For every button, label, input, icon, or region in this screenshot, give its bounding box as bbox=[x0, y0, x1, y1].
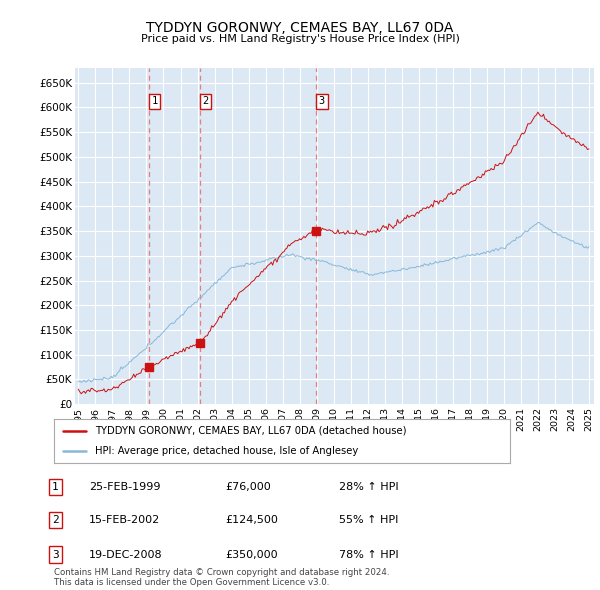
Text: £76,000: £76,000 bbox=[225, 482, 271, 491]
Text: 2: 2 bbox=[52, 516, 59, 525]
Text: 78% ↑ HPI: 78% ↑ HPI bbox=[339, 550, 398, 559]
Text: TYDDYN GORONWY, CEMAES BAY, LL67 0DA: TYDDYN GORONWY, CEMAES BAY, LL67 0DA bbox=[146, 21, 454, 35]
Text: 2: 2 bbox=[202, 96, 208, 106]
Text: 3: 3 bbox=[319, 96, 325, 106]
Text: £124,500: £124,500 bbox=[225, 516, 278, 525]
Text: 3: 3 bbox=[52, 550, 59, 559]
Text: HPI: Average price, detached house, Isle of Anglesey: HPI: Average price, detached house, Isle… bbox=[95, 446, 358, 456]
Text: £350,000: £350,000 bbox=[225, 550, 278, 559]
Text: Contains HM Land Registry data © Crown copyright and database right 2024.
This d: Contains HM Land Registry data © Crown c… bbox=[54, 568, 389, 587]
Text: Price paid vs. HM Land Registry's House Price Index (HPI): Price paid vs. HM Land Registry's House … bbox=[140, 34, 460, 44]
Text: TYDDYN GORONWY, CEMAES BAY, LL67 0DA (detached house): TYDDYN GORONWY, CEMAES BAY, LL67 0DA (de… bbox=[95, 426, 407, 436]
Text: 1: 1 bbox=[52, 482, 59, 491]
Text: 28% ↑ HPI: 28% ↑ HPI bbox=[339, 482, 398, 491]
Text: 1: 1 bbox=[152, 96, 158, 106]
Text: 15-FEB-2002: 15-FEB-2002 bbox=[89, 516, 160, 525]
Text: 25-FEB-1999: 25-FEB-1999 bbox=[89, 482, 160, 491]
Text: 19-DEC-2008: 19-DEC-2008 bbox=[89, 550, 163, 559]
Text: 55% ↑ HPI: 55% ↑ HPI bbox=[339, 516, 398, 525]
